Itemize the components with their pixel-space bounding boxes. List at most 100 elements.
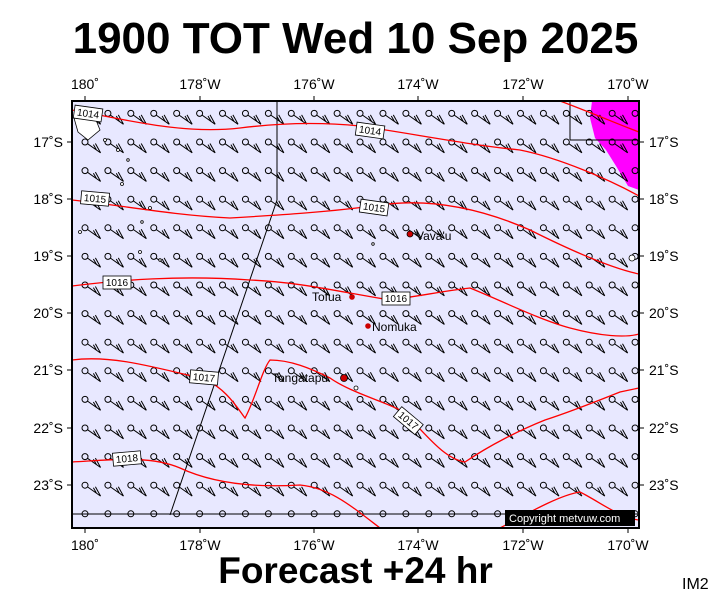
wind-barb xyxy=(150,395,170,411)
wind-barb xyxy=(241,510,249,518)
wind-barb xyxy=(264,224,285,240)
wind-barb xyxy=(310,167,331,182)
wind-barb xyxy=(287,138,308,154)
wind-barb xyxy=(81,138,102,154)
wind-barb xyxy=(287,252,308,268)
wind-barb xyxy=(150,510,158,518)
wind-barb xyxy=(448,481,468,497)
wind-barb xyxy=(150,252,170,268)
wind-barb xyxy=(310,338,331,354)
wind-barbs xyxy=(81,109,639,518)
wind-barb xyxy=(150,424,170,440)
wind-barb xyxy=(516,281,537,297)
wind-barb xyxy=(608,481,629,497)
wind-barb xyxy=(402,167,422,182)
wind-barb xyxy=(127,310,147,325)
latitude-labels-left: 17˚S 18˚S 19˚S 20˚S 21˚S 22˚S 23˚S xyxy=(33,134,63,493)
latitude-labels-right: 17˚S 18˚S 19˚S 20˚S 21˚S 22˚S 23˚S xyxy=(649,134,679,493)
lon-tick-label: 170˚W xyxy=(607,537,649,553)
wind-barb xyxy=(539,252,560,268)
wind-barb xyxy=(196,109,216,125)
wind-barb xyxy=(379,138,399,154)
wind-barb xyxy=(608,310,629,325)
isobar-label: 1015 xyxy=(362,202,386,216)
wind-barb xyxy=(425,195,445,211)
wind-barb xyxy=(173,281,193,297)
wind-barb xyxy=(448,395,468,411)
wind-barb xyxy=(333,481,354,497)
lat-tick-label: 17˚S xyxy=(33,134,63,150)
wind-barb xyxy=(241,453,262,468)
wind-barb xyxy=(356,481,377,497)
wind-barb xyxy=(104,310,124,325)
wind-barb xyxy=(356,138,377,154)
lat-tick-label: 17˚S xyxy=(649,134,679,150)
wind-barb xyxy=(81,367,102,383)
wind-barb xyxy=(494,167,514,182)
wind-barb xyxy=(425,510,433,518)
wind-barb xyxy=(81,338,102,354)
wind-barb xyxy=(562,224,583,240)
lon-tick-label: 174˚W xyxy=(397,76,439,92)
place-label-tofua: Tofua xyxy=(312,290,342,304)
wind-barb xyxy=(219,367,239,383)
wind-barb xyxy=(471,367,491,383)
wind-barb xyxy=(539,424,560,440)
wind-barb xyxy=(81,510,89,518)
wind-barb xyxy=(196,138,216,154)
wind-barb xyxy=(287,453,308,468)
lon-tick-label: 172˚W xyxy=(502,537,544,553)
wind-barb xyxy=(219,224,239,240)
wind-barb xyxy=(264,195,285,211)
wind-barb xyxy=(425,338,445,354)
wind-barb xyxy=(562,338,583,354)
wind-barb xyxy=(562,252,583,268)
wind-barb xyxy=(516,310,537,325)
wind-barb xyxy=(173,481,193,497)
wind-barb xyxy=(173,167,193,182)
wind-barb xyxy=(516,138,537,154)
wind-barb xyxy=(494,367,514,383)
wind-barb xyxy=(241,395,262,411)
wind-barb xyxy=(425,138,445,154)
wind-barb xyxy=(241,138,262,154)
wind-barb xyxy=(402,338,422,354)
wind-barb xyxy=(150,281,170,297)
wind-barb xyxy=(356,224,377,240)
lon-tick-label: 178˚W xyxy=(179,537,221,553)
wind-barb xyxy=(81,252,102,268)
wind-barb xyxy=(562,167,583,182)
wind-barb xyxy=(425,252,445,268)
wind-barb xyxy=(585,424,606,440)
wind-barb xyxy=(127,224,147,240)
wind-barb xyxy=(150,481,170,497)
wind-barb xyxy=(425,424,445,440)
wind-barb xyxy=(333,367,354,383)
place-markers: Vava'u Tofua Nomuka Tongatapu xyxy=(272,229,451,385)
wind-barb xyxy=(539,481,560,497)
wind-barb xyxy=(539,338,560,354)
wind-barb xyxy=(425,310,445,325)
isobar-labels: 1014 1014 1015 1015 1016 1016 1017 1017 … xyxy=(72,104,424,467)
wind-barb xyxy=(150,224,170,240)
wind-barb xyxy=(173,195,193,211)
wind-barb xyxy=(127,395,147,411)
wind-barb xyxy=(333,395,354,411)
wind-barb xyxy=(264,109,285,125)
wind-barb xyxy=(448,252,468,268)
copyright-box xyxy=(505,510,635,526)
lon-tick-label: 180˚ xyxy=(71,537,99,553)
wind-barb xyxy=(539,224,560,240)
wind-barb xyxy=(379,252,399,268)
lat-tick-label: 20˚S xyxy=(649,305,679,321)
wind-barb xyxy=(287,510,295,518)
wind-barb xyxy=(471,453,491,468)
longitude-labels-top: 180˚ 178˚W 176˚W 174˚W 172˚W 170˚W xyxy=(71,76,649,92)
wind-barb xyxy=(333,424,354,440)
wind-barb xyxy=(127,510,135,518)
wind-barb xyxy=(333,338,354,354)
map-title: 1900 TOT Wed 10 Sep 2025 xyxy=(72,14,639,63)
wind-barb xyxy=(585,224,606,240)
wind-barb xyxy=(241,281,262,297)
wind-barb xyxy=(241,338,262,354)
